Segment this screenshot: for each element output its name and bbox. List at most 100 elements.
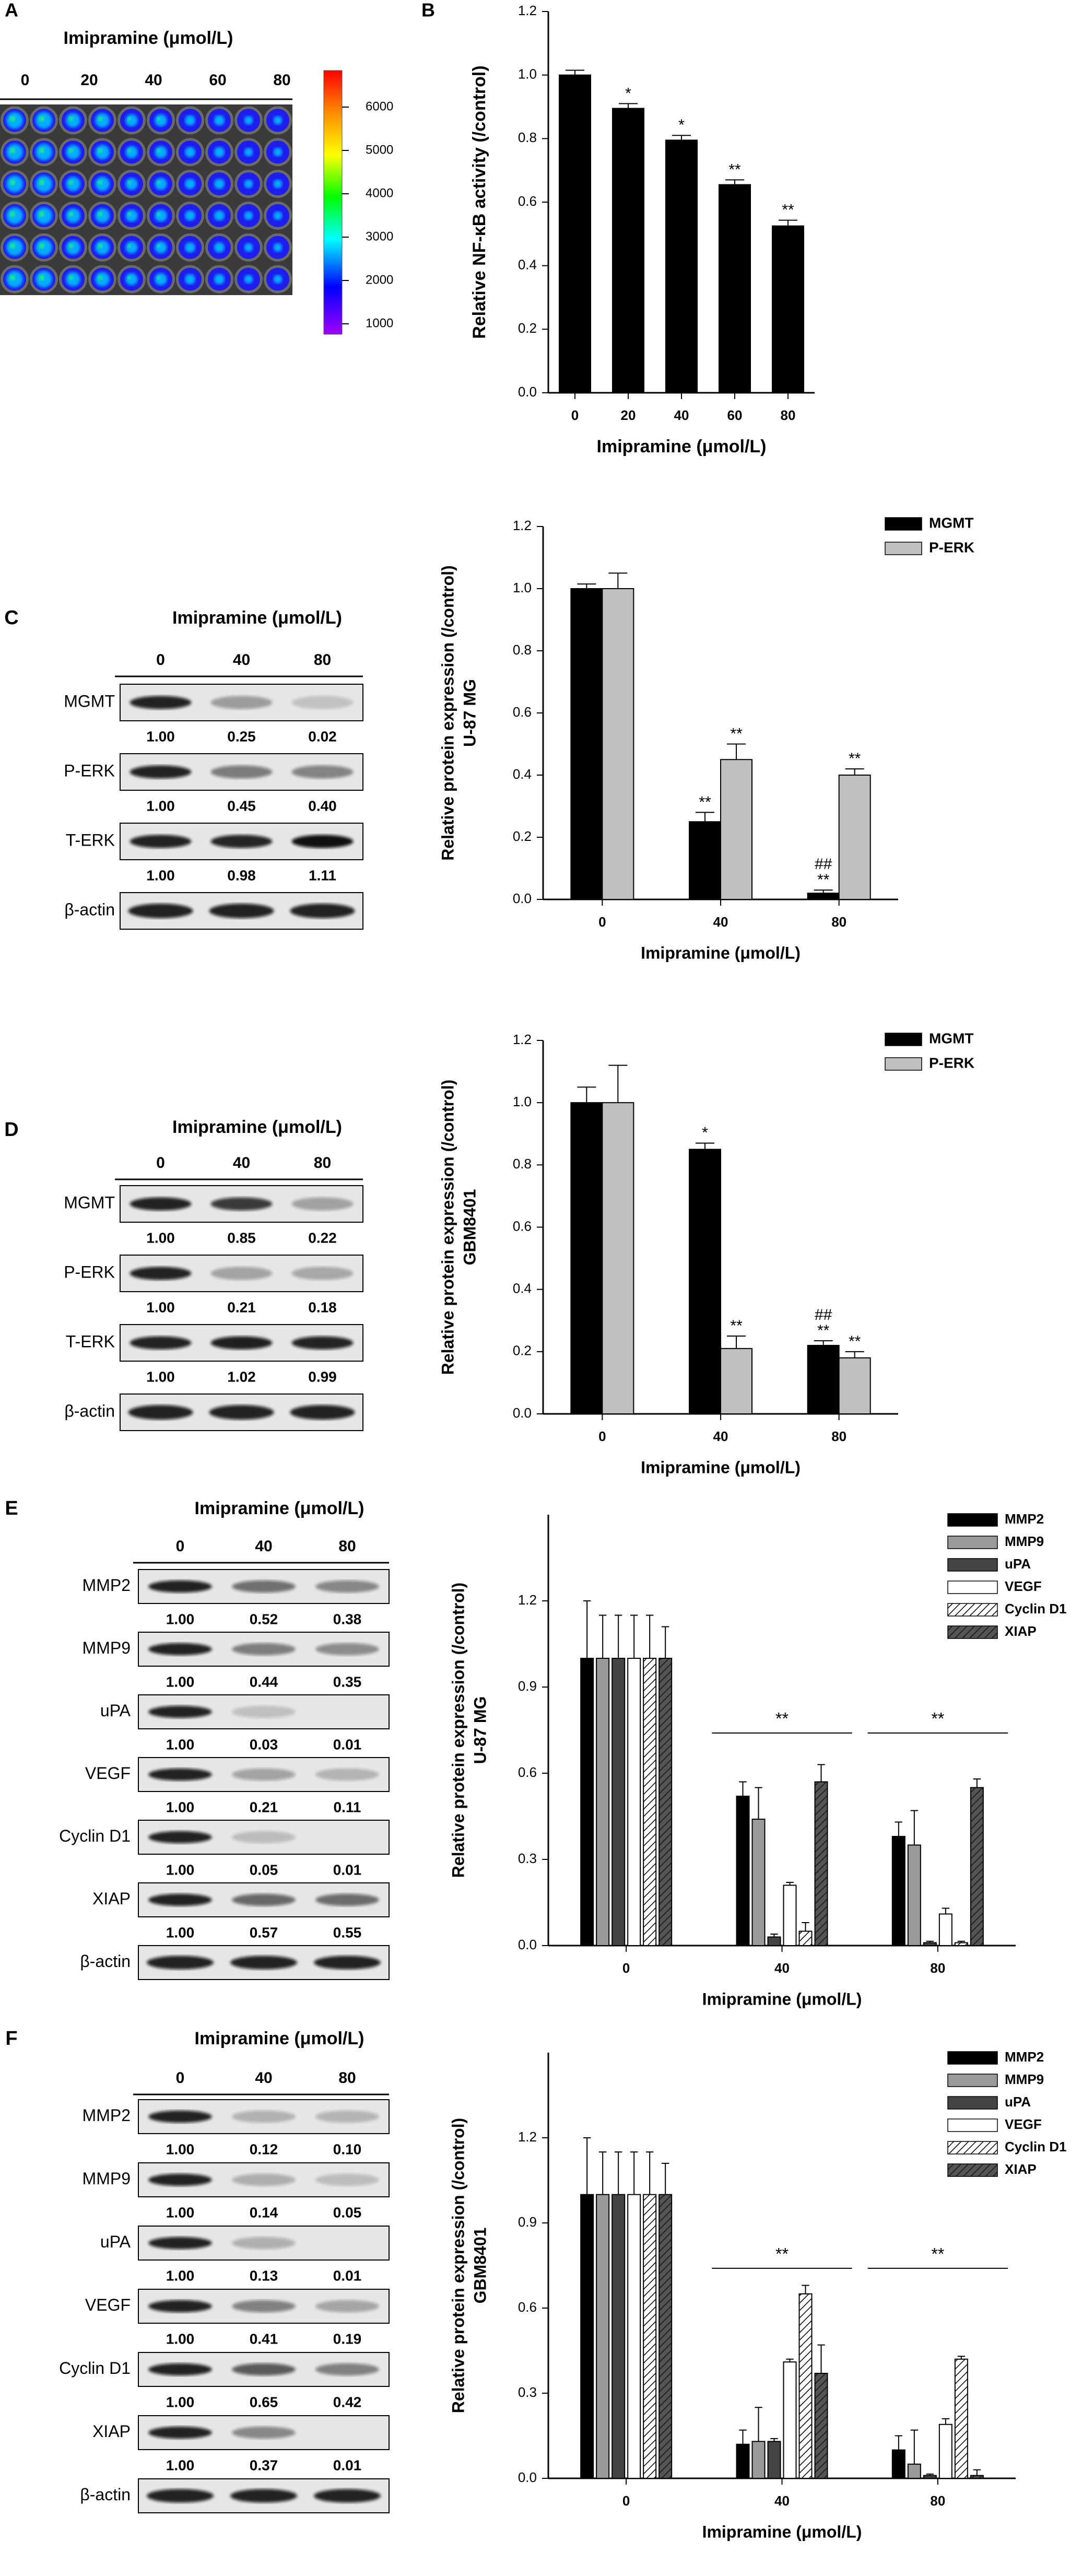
quantification-value: 1.00 — [146, 1230, 175, 1246]
protein-band — [130, 1267, 192, 1280]
well-signal-core — [214, 179, 225, 189]
x-tick-label: 0 — [571, 407, 579, 423]
y-tick-label: 1.2 — [513, 518, 532, 533]
quantification-value: 0.21 — [227, 1299, 256, 1315]
legend-label: VEGF — [1005, 1578, 1042, 1594]
legend: MGMT P-ERK — [885, 1030, 974, 1071]
quantification-value: 0.01 — [333, 2267, 362, 2284]
y-axis-label-cell-line: GBM8401 — [460, 1189, 479, 1266]
bar-mgmt — [689, 1149, 721, 1415]
bar-mmp9 — [907, 2463, 921, 2479]
legend-label: P-ERK — [929, 1055, 974, 1071]
significance-marker: ** — [728, 161, 741, 178]
dose-label: 0 — [176, 1538, 185, 1555]
blot-upa: uPA 1.00 0.13 0.01 — [100, 2226, 390, 2284]
significance-marker: ** — [849, 1333, 861, 1350]
well-signal-core — [273, 243, 283, 252]
quantification-value: 1.00 — [166, 1924, 195, 1940]
bar-upa — [611, 1658, 626, 1946]
protein-name: Cyclin D1 — [59, 1826, 131, 1845]
well-signal-peak — [157, 244, 161, 248]
dose-label: 0 — [176, 2069, 185, 2087]
significance-marker: ** — [730, 1317, 743, 1334]
x-tick-label: 80 — [930, 1960, 945, 1976]
dose-label: 80 — [338, 1538, 356, 1555]
quantification-value: 0.44 — [250, 1673, 278, 1690]
protein-band — [209, 904, 274, 918]
x-tick-label: 0 — [598, 914, 606, 930]
quantification-value: 0.25 — [227, 728, 256, 744]
y-axis-label: Relative protein expression (/control) — [449, 1583, 467, 1878]
well-signal-core — [66, 177, 80, 191]
significance-marker: ** — [931, 1709, 944, 1728]
quantification-value: 0.10 — [333, 2141, 362, 2157]
well-signal-peak — [157, 180, 161, 184]
legend-swatch — [947, 1513, 998, 1527]
protein-name: β-actin — [80, 1952, 131, 1971]
bar-upa — [611, 2194, 626, 2479]
protein-band — [290, 1405, 355, 1420]
protein-band — [148, 1580, 212, 1593]
well-signal-core — [244, 275, 253, 284]
protein-name: VEGF — [85, 2296, 131, 2314]
x-tick-label: 0 — [598, 1428, 606, 1444]
blot-xiap: XIAP 1.00 0.37 0.01 — [92, 2415, 390, 2473]
dose-label: 40 — [145, 72, 162, 89]
significance-marker: ** — [775, 2244, 789, 2263]
well-signal-core — [273, 211, 283, 220]
well-signal-peak — [39, 243, 45, 249]
significance-marker: ** — [775, 1709, 789, 1728]
significance-marker: ** — [817, 1322, 830, 1339]
well-signal-peak — [68, 212, 74, 217]
bar-vegf — [783, 2361, 797, 2479]
protein-band — [230, 1956, 297, 1970]
legend-label: uPA — [1005, 1556, 1031, 1572]
y-tick-label: 0.8 — [513, 1156, 532, 1172]
legend-swatch — [885, 517, 922, 531]
well-signal-peak — [9, 275, 16, 280]
quantification-value: 1.00 — [166, 1673, 195, 1690]
treatment-label: Imipramine (μmol/L) — [172, 608, 342, 628]
well-signal-peak — [68, 148, 74, 153]
quantification-value: 0.22 — [308, 1230, 337, 1246]
protein-band — [232, 1831, 296, 1844]
y-tick-label: 1.2 — [513, 1032, 532, 1047]
x-tick-label: 80 — [930, 2493, 945, 2509]
protein-band — [314, 1956, 381, 1970]
protein-band — [148, 2426, 212, 2439]
y-tick-label: 0.0 — [518, 2469, 537, 2485]
well-signal-peak — [9, 179, 16, 185]
blot-actin: β-actin — [80, 1945, 390, 1980]
well-signal-peak — [9, 243, 16, 249]
dose-label: 80 — [338, 2069, 356, 2087]
blot-p-erk: P-ERK 1.00 0.21 0.18 — [64, 1255, 363, 1315]
dose-label: 0 — [156, 1154, 165, 1172]
dose-label: 80 — [273, 72, 290, 89]
legend-label: P-ERK — [929, 539, 974, 555]
protein-band — [147, 2489, 214, 2503]
y-tick-label: 0.6 — [518, 193, 537, 209]
protein-band — [291, 696, 354, 709]
bar-mgmt — [689, 821, 721, 900]
y-tick-label: 0.6 — [513, 704, 532, 720]
dose-label: 80 — [314, 651, 331, 669]
well-signal-core — [185, 242, 195, 253]
significance-marker: ** — [817, 871, 830, 888]
bar-cyclin-d1 — [954, 2358, 968, 2479]
x-axis-label: Imipramine (μmol/L) — [641, 943, 801, 962]
well-signal-core — [214, 274, 225, 285]
y-tick-label: 0.0 — [513, 891, 532, 906]
well-signal-core — [95, 208, 110, 223]
blot-upa: uPA 1.00 0.03 0.01 — [100, 1694, 390, 1752]
colorbar-tick-label: 1000 — [366, 316, 393, 330]
legend-swatch — [947, 1625, 998, 1639]
colorbar-tick-label: 4000 — [366, 186, 393, 200]
well-signal-core — [125, 178, 138, 190]
legend-label: XIAP — [1005, 2161, 1037, 2177]
quantification-value: 1.02 — [227, 1368, 256, 1385]
quantification-value: 0.14 — [250, 2204, 278, 2220]
protein-band — [232, 1705, 296, 1718]
y-tick-label: 1.2 — [518, 2129, 537, 2145]
panel-label-b: B — [421, 0, 435, 21]
quantification-value: 0.19 — [333, 2331, 362, 2347]
